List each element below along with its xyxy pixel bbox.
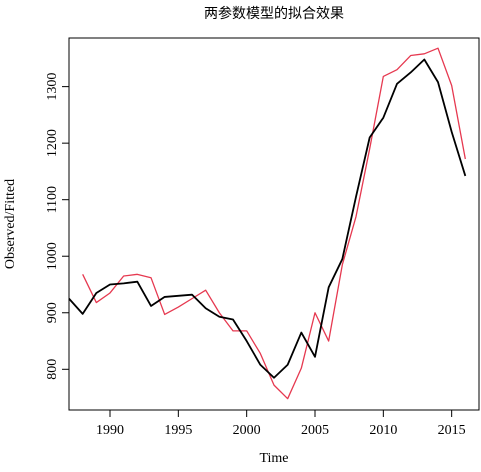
y-tick-label: 1200: [45, 129, 60, 157]
y-tick-label: 1300: [45, 73, 60, 101]
x-tick-label: 2000: [233, 423, 261, 438]
x-tick-label: 2015: [438, 423, 466, 438]
x-tick-label: 1995: [164, 423, 192, 438]
y-tick-label: 1100: [45, 186, 60, 213]
x-tick-label: 1990: [96, 423, 124, 438]
y-tick-label: 900: [45, 302, 60, 323]
x-tick-label: 2005: [301, 423, 329, 438]
y-tick-label: 1000: [45, 242, 60, 270]
series-layer: [68, 47, 467, 400]
chart-title: 两参数模型的拟合效果: [204, 5, 344, 22]
observed-line: [82, 47, 466, 400]
x-axis: 1990 1995 2000 2005 2010 2015: [96, 410, 466, 438]
y-axis-label: Observed/Fitted: [3, 179, 18, 269]
x-axis-label: Time: [259, 451, 288, 466]
fitted-line: [68, 58, 467, 379]
x-tick-label: 2010: [369, 423, 397, 438]
y-axis: 800 900 1000 1100 1200 1300: [45, 73, 69, 380]
y-tick-label: 800: [45, 359, 60, 380]
plot-frame: [68, 37, 480, 411]
